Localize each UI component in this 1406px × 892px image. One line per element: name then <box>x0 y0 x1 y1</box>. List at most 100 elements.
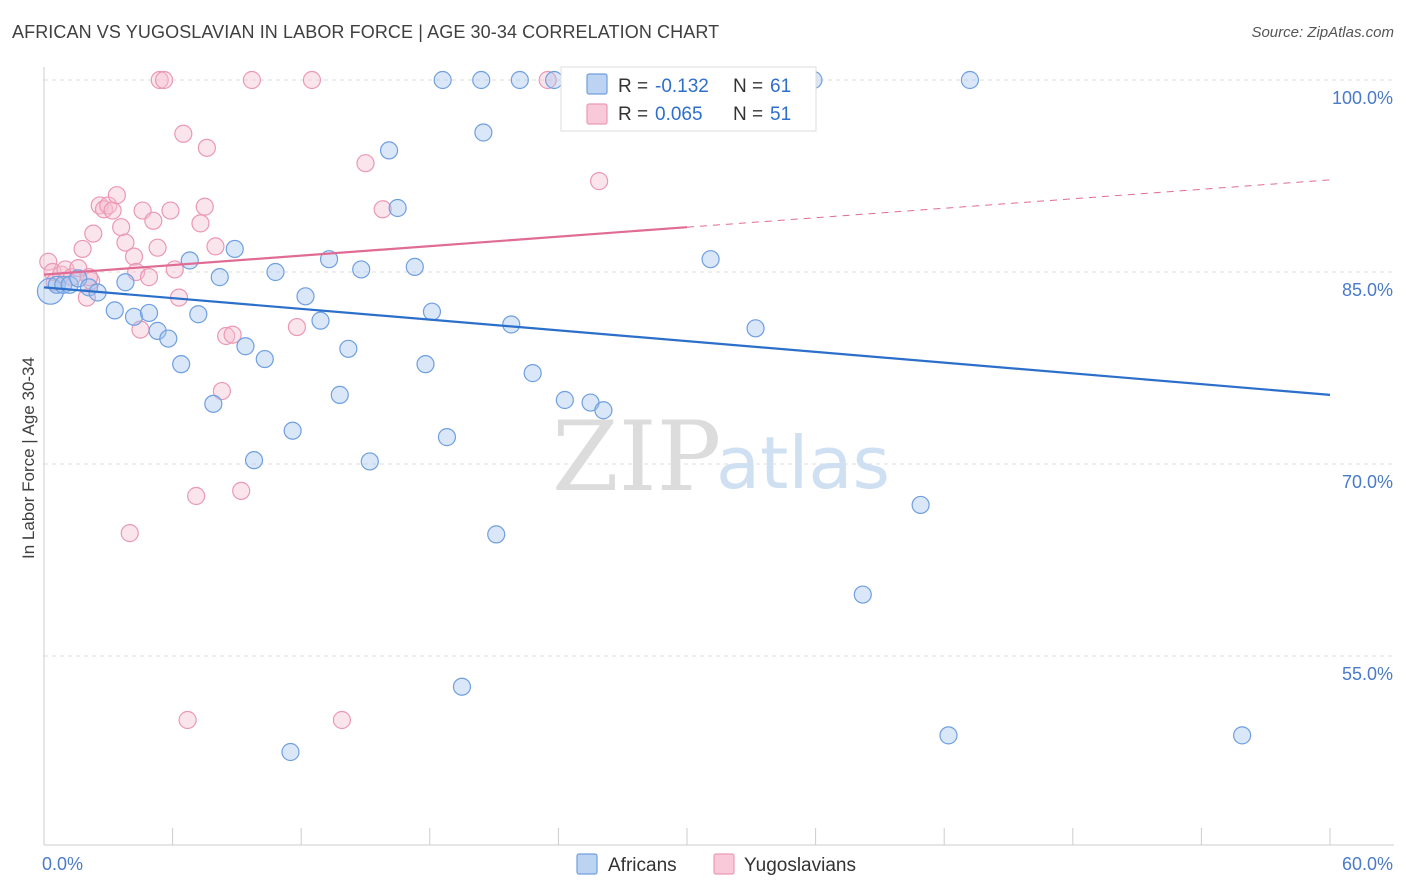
yugoslavian-point-26 <box>150 70 169 90</box>
yugoslavian-point-38 <box>212 381 231 401</box>
yugoslavian-point-35 <box>195 197 214 216</box>
african-point-52 <box>939 726 958 745</box>
african-point-30 <box>360 452 379 471</box>
african-point-23 <box>283 421 302 440</box>
yugoslavian-point-32 <box>178 710 197 730</box>
african-point-37 <box>452 677 472 696</box>
y-tick-label-0: 100.0% <box>1332 88 1393 108</box>
bottom-legend-label-africans: Africans <box>608 855 677 876</box>
legend-r-value-yugoslavians: 0.065 <box>655 104 703 125</box>
axes <box>43 67 1394 846</box>
y-tick-label-3: 55.0% <box>1342 664 1393 684</box>
african-point-31 <box>379 141 399 160</box>
bottom-legend-swatch-yugoslavians <box>713 853 735 875</box>
african-point-10 <box>139 303 159 323</box>
legend-swatch-africans <box>586 73 608 95</box>
yugoslavian-point-46 <box>356 154 375 173</box>
yugoslavian-point-17 <box>116 233 135 252</box>
african-point-53 <box>960 70 980 90</box>
african-point-22 <box>266 262 285 282</box>
x-tick-label-0: 0.0% <box>42 854 83 874</box>
legend-r-label-africans: R = <box>618 76 648 97</box>
legend-r-label-yugoslavians: R = <box>618 104 648 125</box>
chart-source: Source: ZipAtlas.com <box>1251 24 1394 41</box>
yugoslavian-point-48 <box>538 70 557 90</box>
african-point-15 <box>189 305 208 324</box>
african-point-32 <box>388 198 407 218</box>
yugoslavians-trend-extension <box>686 179 1331 228</box>
yugoslavian-point-42 <box>242 70 262 90</box>
african-point-7 <box>105 301 124 320</box>
africans-trend-line <box>43 286 1331 396</box>
african-point-51 <box>911 495 930 515</box>
y-tick-label-2: 70.0% <box>1342 472 1393 492</box>
yugoslavian-point-27 <box>154 70 174 90</box>
yugoslavian-point-47 <box>373 200 392 219</box>
legend-n-value-africans: 61 <box>770 76 791 97</box>
yugoslavians-trend-line <box>43 226 688 276</box>
yugoslavian-point-15 <box>107 186 126 205</box>
african-point-29 <box>352 260 371 279</box>
yugoslavian-point-18 <box>120 524 139 543</box>
yugoslavian-point-41 <box>232 481 251 500</box>
yugoslavian-point-24 <box>144 211 163 230</box>
yugoslavian-point-36 <box>197 138 216 157</box>
yugoslavian-point-16 <box>112 218 131 237</box>
african-point-18 <box>225 239 244 259</box>
legend-swatch-yugoslavians <box>586 103 608 125</box>
african-point-12 <box>159 329 178 348</box>
x-tick-label-1: 60.0% <box>1342 854 1393 874</box>
legend-n-label-yugoslavians: N = <box>733 104 763 125</box>
yugoslavian-point-39 <box>217 326 236 346</box>
african-point-58 <box>545 70 564 90</box>
legend-n-label-africans: N = <box>733 76 763 97</box>
gridlines <box>44 79 1394 657</box>
african-point-14 <box>180 251 199 270</box>
african-point-16 <box>204 394 223 413</box>
african-point-47 <box>746 319 765 338</box>
yugoslavian-point-10 <box>84 224 103 243</box>
african-point-56 <box>472 70 491 90</box>
african-point-33 <box>405 257 424 276</box>
african-point-28 <box>339 339 358 358</box>
african-point-41 <box>523 364 542 383</box>
african-point-36 <box>437 428 457 447</box>
african-point-38 <box>474 123 493 142</box>
african-point-54 <box>1233 726 1252 745</box>
yugoslavian-point-7 <box>73 239 92 259</box>
yugoslavian-point-33 <box>187 486 206 506</box>
yugoslavian-point-14 <box>103 201 122 220</box>
yugoslavian-point-43 <box>287 317 307 337</box>
legend-n-value-yugoslavians: 51 <box>770 104 791 125</box>
african-point-46 <box>701 250 720 269</box>
african-point-44 <box>594 401 613 420</box>
bottom-legend-label-yugoslavians: Yugoslavians <box>744 855 856 876</box>
african-point-25 <box>311 311 330 330</box>
african-point-50 <box>853 585 872 604</box>
african-point-21 <box>255 349 274 369</box>
trend-lines <box>43 179 1331 396</box>
african-point-60 <box>281 742 300 762</box>
legend-r-value-africans: -0.132 <box>655 76 709 97</box>
watermark-atlas: atlas <box>716 421 890 505</box>
yugoslavian-point-25 <box>148 238 167 257</box>
y-tick-label-1: 85.0% <box>1342 280 1393 300</box>
bottom-legend-swatch-africans <box>576 853 598 875</box>
african-point-19 <box>236 337 255 356</box>
yugoslavian-point-19 <box>124 247 144 266</box>
african-point-40 <box>502 315 521 334</box>
watermark-zip: ZIP <box>552 401 721 513</box>
yugoslavian-point-34 <box>191 214 210 233</box>
y-axis-title: In Labor Force | Age 30-34 <box>19 357 38 559</box>
african-point-8 <box>116 273 135 292</box>
yugoslavian-point-44 <box>302 70 322 90</box>
african-point-24 <box>296 287 315 306</box>
yugoslavian-point-28 <box>161 201 180 220</box>
african-point-27 <box>330 385 349 404</box>
african-point-57 <box>510 70 529 90</box>
african-point-13 <box>172 355 191 374</box>
african-point-55 <box>433 70 452 90</box>
watermark: ZIP atlas <box>552 401 890 513</box>
african-point-35 <box>422 302 442 321</box>
